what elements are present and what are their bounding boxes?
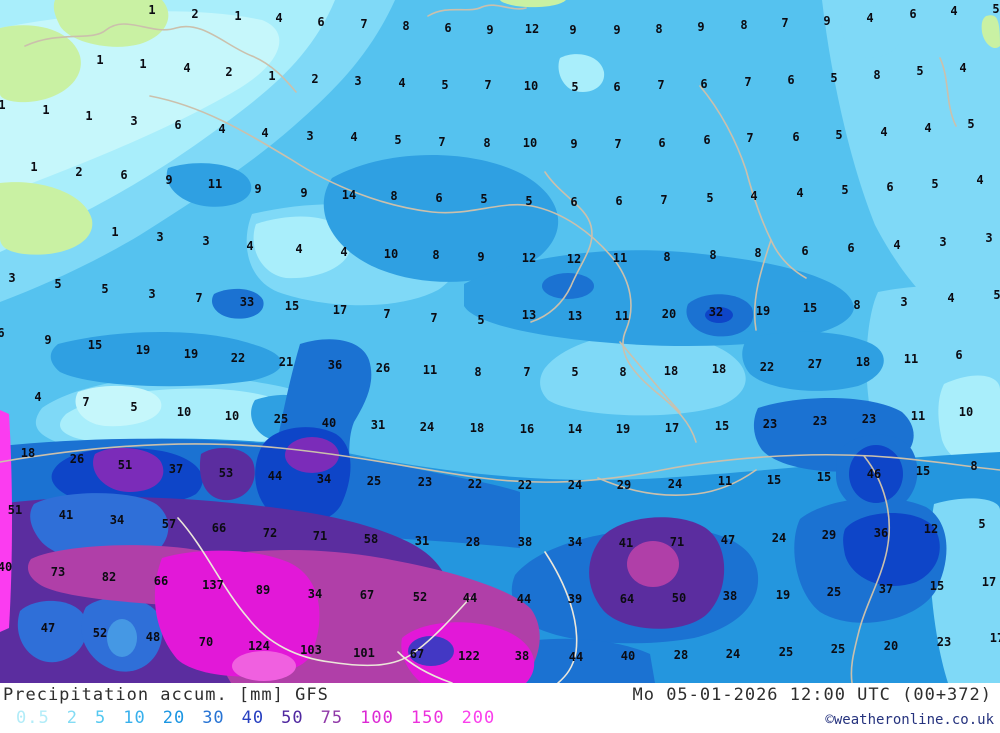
scale-value: 100 [360,708,394,728]
scale-value: 20 [162,708,186,728]
precip-contour-map: 1 2 1 4 6 7 8 6 9 12 9 9 8 9 8 7 9 4 6 4 5 1 1 4 2 1 2 3 4 5 7 10 5 6 7 6 7 6… [0,0,1000,683]
scale-value: 40 [241,708,265,728]
valid-datetime: Mo 05-01-2026 12:00 UTC (00+372) [632,685,992,705]
scale-value: 75 [320,708,344,728]
scale-value: 5 [94,708,107,728]
copyright-label: ©weatheronline.co.uk [825,712,994,728]
scale-value: 200 [461,708,496,728]
contour-field [0,0,1000,683]
scale-value: 0.5 [16,708,50,728]
scale-value: 150 [410,708,445,728]
color-scale: 0.5 2 5 10 20 30 40 50 75 100 150 200 [16,708,495,728]
scale-value: 10 [123,708,146,728]
scale-value: 50 [281,708,304,728]
scale-value: 30 [202,708,225,728]
scale-value: 2 [66,708,78,728]
country-borders [0,4,1000,683]
legend-footer: Precipitation accum. [mm] GFS Mo 05-01-2… [0,683,1000,733]
map-title: Precipitation accum. [mm] GFS [3,685,329,705]
